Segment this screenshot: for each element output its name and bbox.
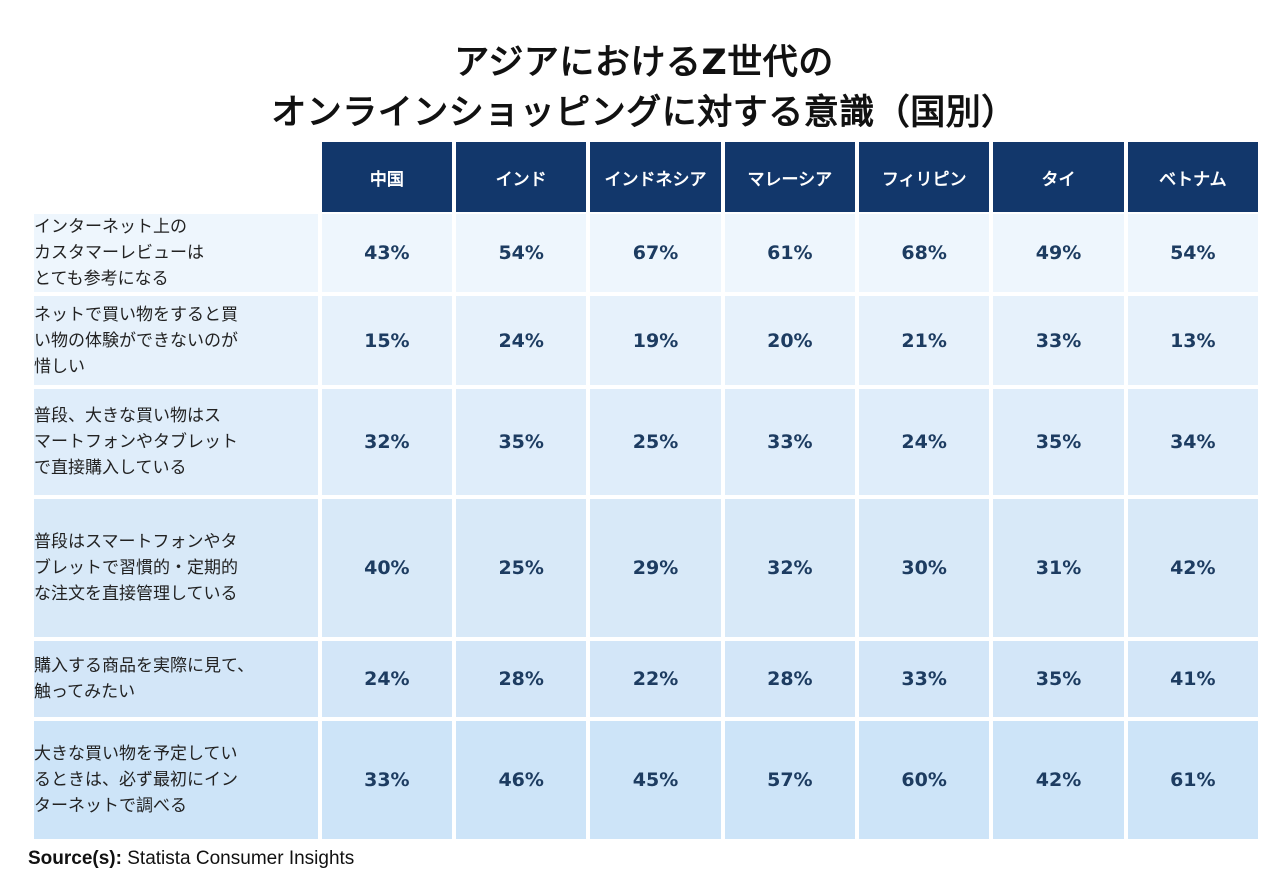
row-label-line: 触ってみたい	[34, 682, 136, 702]
value-cell: 28%	[454, 639, 589, 719]
row-label-line: 購入する商品を実際に見て、	[34, 656, 255, 676]
value-cell: 54%	[454, 212, 589, 294]
value-cell: 67%	[588, 212, 723, 294]
table-body: インターネット上の カスタマーレビューは とても参考になる 43% 54% 67% 61% 6…	[34, 212, 1260, 841]
row-label-line: インターネット上の	[34, 217, 187, 237]
value-cell: 40%	[319, 497, 455, 639]
column-header: タイ	[991, 142, 1126, 212]
value-cell: 68%	[857, 212, 992, 294]
table-row: 普段はスマートフォンやタ ブレットで習慣的・定期的 な注文を直接管理している 40% 2…	[34, 497, 1260, 639]
chart-title-line-1: アジアにおけるZ世代の	[454, 43, 834, 83]
value-cell: 43%	[319, 212, 455, 294]
value-cell: 21%	[857, 294, 992, 387]
row-label-line: 惜しい	[34, 356, 85, 377]
value-cell: 13%	[1125, 294, 1260, 387]
value-cell: 32%	[319, 387, 455, 497]
value-cell: 49%	[991, 212, 1126, 294]
value-cell: 19%	[588, 294, 723, 387]
row-label-line: 普段、大きな買い物はス	[34, 406, 221, 426]
value-cell: 61%	[722, 212, 857, 294]
value-cell: 41%	[1125, 639, 1260, 719]
row-label-line: カスタマーレビューは	[34, 243, 204, 263]
value-cell: 24%	[454, 294, 589, 387]
value-cell: 33%	[319, 719, 455, 841]
row-label-line: で直接購入している	[34, 458, 187, 478]
value-cell: 28%	[722, 639, 857, 719]
row-label-line: 大きな買い物を予定してい	[34, 744, 238, 764]
value-cell: 33%	[991, 294, 1126, 387]
source-label: Source(s):	[28, 848, 122, 869]
value-cell: 24%	[319, 639, 455, 719]
value-cell: 15%	[319, 294, 455, 387]
value-cell: 22%	[588, 639, 723, 719]
chart-title-line-2: オンラインショッピングに対する意識（国別）	[271, 93, 1017, 133]
data-table: 中国 インド インドネシア マレーシア フィリピン タイ ベトナム インターネット上の カスタ…	[34, 142, 1260, 841]
row-label: 普段、大きな買い物はス マートフォンやタブレット で直接購入している	[34, 387, 320, 497]
row-label: 大きな買い物を予定してい るときは、必ず最初にイン ターネットで調べる	[34, 719, 320, 841]
row-label: インターネット上の カスタマーレビューは とても参考になる	[34, 212, 320, 294]
value-cell: 42%	[1125, 497, 1260, 639]
row-label-line: とても参考になる	[34, 269, 169, 289]
value-cell: 34%	[1125, 387, 1260, 497]
row-label-line: い物の体験ができないのが	[34, 330, 238, 351]
row-label: 普段はスマートフォンやタ ブレットで習慣的・定期的 な注文を直接管理している	[34, 497, 320, 639]
value-cell: 33%	[857, 639, 992, 719]
table-row: 購入する商品を実際に見て、 触ってみたい 24% 28% 22% 28% 33% 35% 41%	[34, 639, 1260, 719]
value-cell: 33%	[722, 387, 857, 497]
row-label-line: 普段はスマートフォンやタ	[34, 532, 238, 552]
value-cell: 32%	[722, 497, 857, 639]
column-header: フィリピン	[857, 142, 992, 212]
row-label-line: ネットで買い物をすると買	[34, 304, 238, 325]
row-label-line: ターネットで調べる	[34, 796, 187, 816]
row-label: ネットで買い物をすると買 い物の体験ができないのが 惜しい	[34, 294, 320, 387]
value-cell: 31%	[991, 497, 1126, 639]
value-cell: 45%	[588, 719, 723, 841]
value-cell: 35%	[454, 387, 589, 497]
column-header: インド	[454, 142, 589, 212]
value-cell: 61%	[1125, 719, 1260, 841]
value-cell: 30%	[857, 497, 992, 639]
source-text: Statista Consumer Insights	[127, 848, 355, 869]
value-cell: 35%	[991, 639, 1126, 719]
value-cell: 25%	[454, 497, 589, 639]
source-note: Source(s): Statista Consumer Insights	[28, 848, 354, 870]
value-cell: 35%	[991, 387, 1126, 497]
row-label-line: な注文を直接管理している	[34, 584, 238, 604]
column-header: インドネシア	[588, 142, 723, 212]
row-label-line: るときは、必ず最初にイン	[34, 770, 238, 790]
value-cell: 20%	[722, 294, 857, 387]
row-label: 購入する商品を実際に見て、 触ってみたい	[34, 639, 320, 719]
row-label-line: ブレットで習慣的・定期的	[34, 558, 238, 578]
value-cell: 54%	[1125, 212, 1260, 294]
header-row: 中国 インド インドネシア マレーシア フィリピン タイ ベトナム	[34, 142, 1260, 212]
table-row: インターネット上の カスタマーレビューは とても参考になる 43% 54% 67% 61% 6…	[34, 212, 1260, 294]
value-cell: 60%	[857, 719, 992, 841]
table-row: 普段、大きな買い物はス マートフォンやタブレット で直接購入している 32% 35% 25…	[34, 387, 1260, 497]
row-label-line: マートフォンやタブレット	[34, 432, 238, 452]
value-cell: 42%	[991, 719, 1126, 841]
table-row: 大きな買い物を予定してい るときは、必ず最初にイン ターネットで調べる 33% 46% 4…	[34, 719, 1260, 841]
value-cell: 46%	[454, 719, 589, 841]
column-header: マレーシア	[722, 142, 857, 212]
column-header: 中国	[319, 142, 455, 212]
corner-cell	[34, 142, 320, 212]
column-header: ベトナム	[1125, 142, 1260, 212]
value-cell: 29%	[588, 497, 723, 639]
table-row: ネットで買い物をすると買 い物の体験ができないのが 惜しい 15% 24% 19% 20% 2…	[34, 294, 1260, 387]
value-cell: 25%	[588, 387, 723, 497]
value-cell: 24%	[857, 387, 992, 497]
value-cell: 57%	[722, 719, 857, 841]
